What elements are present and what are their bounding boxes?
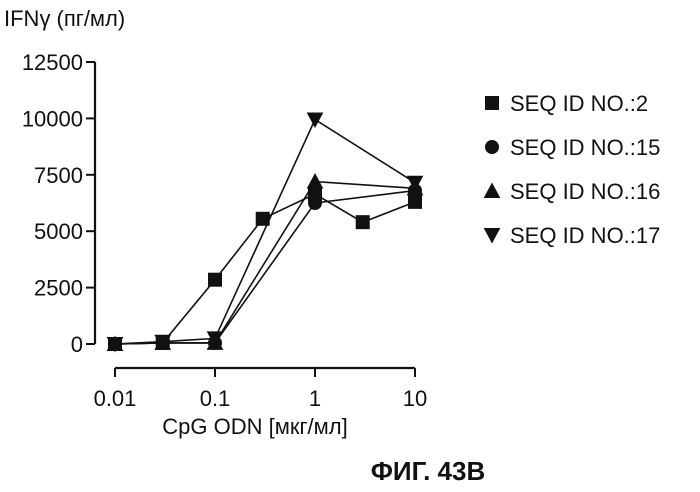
series-3 [108, 174, 423, 350]
series-1 [109, 187, 422, 350]
series-line [115, 120, 415, 345]
legend-marker-square [486, 97, 499, 110]
y-tick-label: 0 [71, 332, 83, 357]
y-tick-label: 2500 [34, 276, 83, 301]
legend-label: SEQ ID NO.:15 [510, 135, 660, 160]
axes: 0 2500 5000 7500 10000 12500 0.01 0.1 1 10 [22, 50, 427, 411]
x-tick-label: 1 [309, 386, 321, 411]
data-point-square [209, 273, 222, 286]
series-group [108, 113, 423, 351]
data-point-circle [309, 197, 322, 210]
series-line [115, 182, 415, 344]
data-point-triangle-down [308, 113, 323, 127]
legend: SEQ ID NO.:2 SEQ ID NO.:15 SEQ ID NO.:16 SE… [485, 91, 661, 248]
data-point-triangle-up [308, 174, 323, 188]
figure-caption: ФИГ. 43B [371, 456, 486, 486]
legend-label: SEQ ID NO.:16 [510, 179, 660, 204]
legend-item: SEQ ID NO.:2 [486, 91, 649, 116]
x-tick-label: 0.01 [94, 386, 137, 411]
y-tick-label: 5000 [34, 219, 83, 244]
data-point-square [356, 216, 369, 229]
legend-marker-circle [486, 141, 499, 154]
y-tick-label: 7500 [34, 163, 83, 188]
legend-label: SEQ ID NO.:2 [510, 91, 648, 116]
y-axis-title: IFNγ (пг/мл) [4, 6, 125, 31]
legend-item: SEQ ID NO.:17 [485, 223, 661, 248]
y-tick-label: 10000 [22, 106, 83, 131]
legend-item: SEQ ID NO.:16 [485, 179, 661, 204]
y-tick-label: 12500 [22, 50, 83, 75]
x-axis-title: CpG ODN [мкг/мл] [162, 414, 347, 439]
legend-item: SEQ ID NO.:15 [486, 135, 661, 160]
x-tick-label: 10 [403, 386, 427, 411]
series-4 [108, 113, 423, 351]
x-tick-label: 0.1 [200, 386, 231, 411]
legend-marker-triangle-up [485, 184, 500, 198]
legend-label: SEQ ID NO.:17 [510, 223, 660, 248]
legend-marker-triangle-down [485, 229, 500, 243]
series-2 [109, 184, 422, 350]
